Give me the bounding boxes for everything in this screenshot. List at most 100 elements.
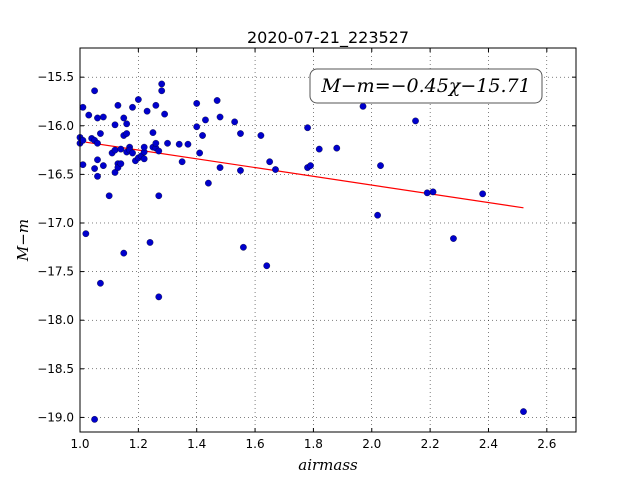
data-point <box>85 111 93 119</box>
data-point <box>193 123 201 131</box>
data-point <box>175 140 183 148</box>
data-point <box>158 87 166 95</box>
data-point <box>149 129 157 136</box>
data-point <box>120 114 128 122</box>
data-point <box>117 145 125 153</box>
data-point <box>79 103 87 111</box>
axis-ticks <box>79 48 576 432</box>
data-point <box>377 162 384 169</box>
data-point <box>412 117 419 125</box>
data-point <box>135 96 142 103</box>
data-point <box>140 143 148 151</box>
data-point <box>140 155 148 163</box>
data-point <box>94 114 101 122</box>
data-point <box>164 139 171 147</box>
x-tick-label: 2.2 <box>421 437 440 451</box>
data-point <box>155 147 163 155</box>
data-point <box>91 165 98 172</box>
data-point <box>152 102 160 109</box>
data-point <box>213 97 221 104</box>
data-point <box>237 167 244 174</box>
data-point <box>257 132 265 139</box>
data-point <box>193 100 201 107</box>
data-point <box>158 80 166 88</box>
x-tick-label: 2.0 <box>362 437 381 451</box>
chart-title: 2020-07-21_223527 <box>247 28 409 48</box>
data-point <box>155 192 163 200</box>
y-tick-label: −17.0 <box>37 216 74 230</box>
tick-labels: 1.0 1.2 1.4 1.6 1.8 2.0 2.2 2.4 2.6 −15.5 −16.0 −16… <box>37 70 556 451</box>
data-point <box>97 279 104 287</box>
data-point <box>479 190 486 198</box>
data-point <box>304 124 311 132</box>
x-axis-label: airmass <box>298 456 358 474</box>
data-point <box>111 121 119 129</box>
x-tick-label: 1.8 <box>304 437 323 451</box>
data-point <box>117 160 125 168</box>
data-point <box>266 158 273 166</box>
y-tick-label: −15.5 <box>37 70 74 84</box>
x-tick-label: 2.4 <box>479 437 498 451</box>
data-point <box>120 249 128 257</box>
data-point <box>146 239 154 246</box>
x-tick-label: 1.6 <box>246 437 265 451</box>
data-point <box>202 116 209 124</box>
data-point <box>520 408 527 415</box>
data-point <box>123 120 131 128</box>
data-point <box>237 130 244 137</box>
y-tick-label: −18.0 <box>37 313 74 327</box>
data-point <box>333 144 341 152</box>
y-tick-label: −19.0 <box>37 410 74 424</box>
data-point <box>111 169 119 176</box>
data-point <box>105 192 113 200</box>
data-point <box>94 172 101 180</box>
data-point <box>359 102 367 110</box>
y-axis-label: M−m <box>14 219 32 262</box>
data-point <box>114 102 122 109</box>
y-tick-label: −18.5 <box>37 362 74 376</box>
data-point <box>231 118 238 126</box>
data-point <box>307 162 314 169</box>
data-point <box>123 130 131 137</box>
data-point <box>129 149 136 157</box>
data-point <box>82 230 90 238</box>
data-point <box>216 113 224 121</box>
x-tick-label: 2.6 <box>537 437 556 451</box>
data-point <box>155 293 163 301</box>
y-tick-label: −17.5 <box>37 265 74 279</box>
data-point <box>263 262 271 270</box>
data-point <box>374 211 381 219</box>
data-point <box>184 140 192 148</box>
plot-frame <box>79 47 577 433</box>
data-point <box>272 166 279 173</box>
data-point <box>79 161 87 169</box>
fit-equation-annotation: M−m=−0.45χ−15.71 <box>309 68 543 104</box>
data-point <box>216 164 224 171</box>
data-point <box>143 107 151 115</box>
data-points <box>76 80 527 423</box>
data-point <box>450 235 457 242</box>
data-point <box>91 416 98 423</box>
data-point <box>240 243 247 251</box>
data-point <box>94 139 101 147</box>
x-tick-label: 1.2 <box>129 437 148 451</box>
data-point <box>79 137 87 144</box>
data-point <box>205 179 212 187</box>
data-point <box>196 149 203 157</box>
data-point <box>91 87 98 95</box>
data-point <box>423 189 431 197</box>
data-point <box>199 132 206 139</box>
annotation-text: M−m=−0.45χ−15.71 <box>320 75 530 97</box>
data-point <box>94 156 101 164</box>
data-point <box>429 188 437 196</box>
data-point <box>161 110 168 118</box>
data-point <box>99 113 107 121</box>
x-tick-label: 1.4 <box>187 437 206 451</box>
data-point <box>111 146 119 154</box>
data-point <box>129 103 136 111</box>
data-point <box>152 139 160 147</box>
x-tick-label: 1.0 <box>70 437 89 451</box>
y-tick-label: −16.5 <box>37 167 74 181</box>
